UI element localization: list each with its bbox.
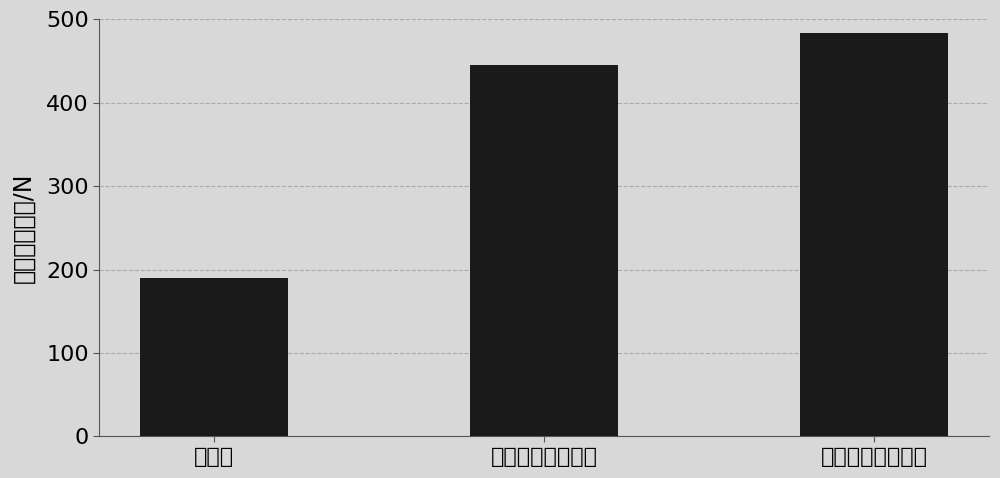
Y-axis label: 纤维束拉拔力/N: 纤维束拉拔力/N bbox=[11, 173, 35, 283]
Bar bbox=[470, 65, 618, 436]
Bar bbox=[800, 33, 948, 436]
Bar bbox=[140, 278, 288, 436]
